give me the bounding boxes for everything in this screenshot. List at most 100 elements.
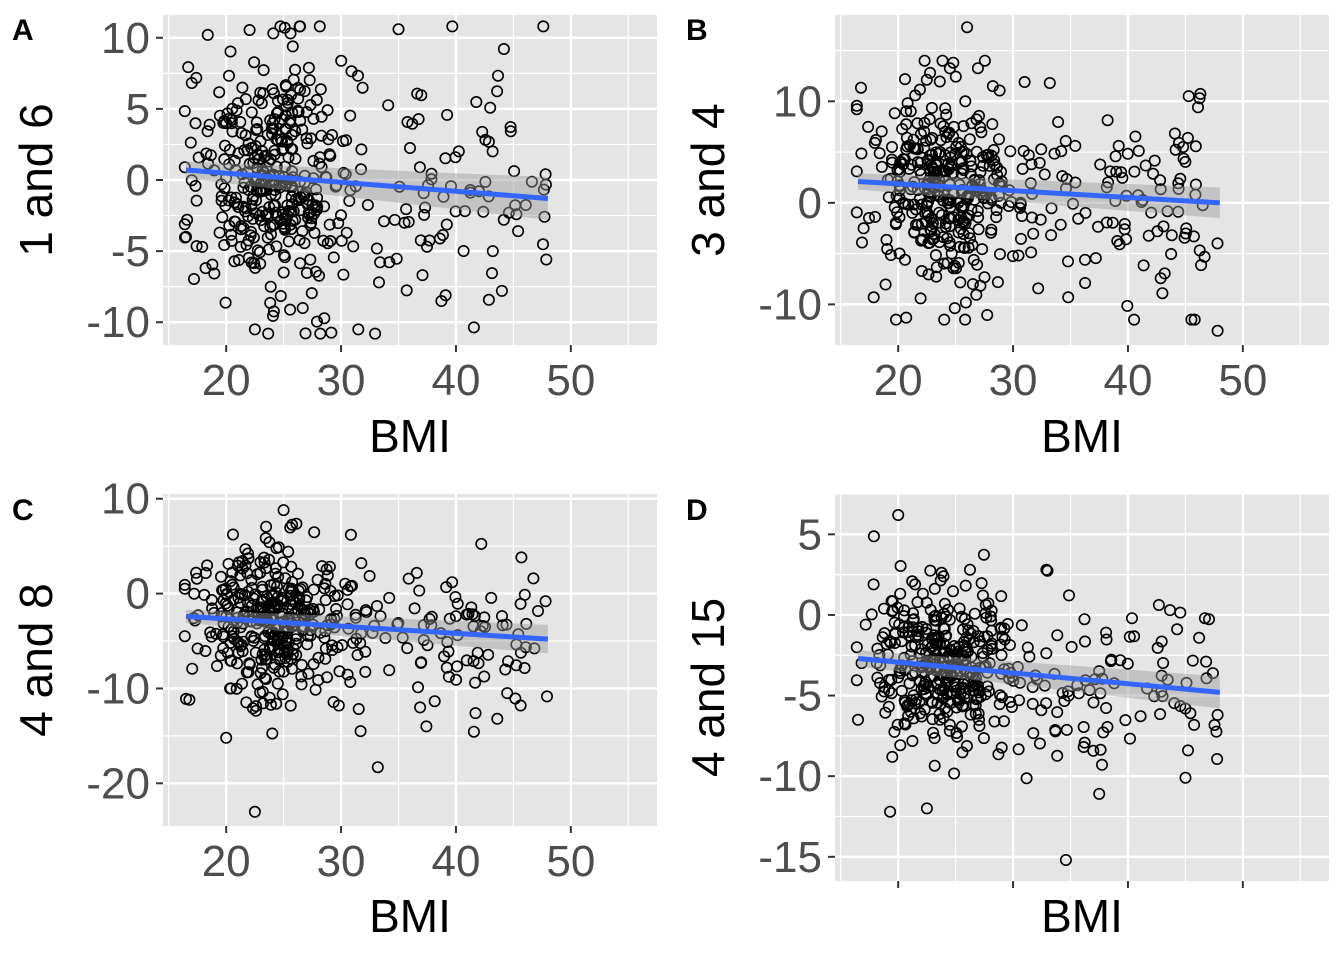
data-point (401, 642, 414, 655)
data-point (259, 532, 272, 545)
x-tick-label: 30 (317, 356, 366, 405)
data-point (972, 211, 985, 224)
data-point (904, 105, 917, 118)
data-point (360, 605, 373, 618)
data-point (235, 220, 248, 233)
data-point (930, 270, 943, 283)
data-point (457, 245, 470, 258)
data-point (323, 218, 336, 231)
data-point (290, 517, 303, 530)
data-point (973, 719, 986, 732)
data-point (1189, 178, 1202, 191)
data-point (491, 85, 504, 98)
data-point (415, 89, 428, 102)
data-point (275, 595, 288, 608)
data-point (491, 712, 504, 725)
data-point (1026, 697, 1039, 710)
data-point (924, 66, 937, 79)
data-point (943, 718, 956, 731)
data-point (1100, 626, 1113, 639)
data-point (345, 579, 358, 592)
data-point (279, 109, 292, 122)
data-point (1033, 737, 1046, 750)
data-point (889, 218, 902, 231)
data-point (944, 146, 957, 159)
data-point (1198, 250, 1211, 263)
data-point (1210, 725, 1223, 738)
data-point (1072, 212, 1085, 225)
data-point (414, 701, 427, 714)
data-point (918, 116, 931, 129)
data-point (469, 707, 482, 720)
data-point (928, 732, 941, 745)
data-point (947, 56, 960, 69)
data-point (882, 191, 895, 204)
data-point (925, 225, 938, 238)
y-axis-title: 4 and 15 (682, 598, 734, 777)
data-point (204, 626, 217, 639)
data-point (854, 81, 867, 94)
data-point (484, 101, 497, 114)
data-point (510, 208, 523, 221)
regression-line (185, 167, 549, 201)
data-point (1006, 250, 1019, 263)
data-point (277, 266, 290, 279)
data-point (284, 585, 297, 598)
data-point (305, 216, 318, 229)
data-point (518, 661, 531, 674)
data-point (341, 668, 354, 681)
data-point (268, 577, 281, 590)
data-point (1055, 145, 1068, 158)
data-point (514, 699, 527, 712)
data-point (915, 264, 928, 277)
data-point (977, 548, 990, 561)
data-point (482, 293, 495, 306)
data-point (321, 569, 334, 582)
data-point (1157, 656, 1170, 669)
data-point (1097, 726, 1110, 739)
data-point (855, 147, 868, 160)
data-point (311, 191, 324, 204)
data-point (1110, 165, 1123, 178)
y-tick-label: 0 (798, 179, 822, 228)
data-point (970, 145, 983, 158)
data-point (1079, 253, 1092, 266)
data-point (276, 217, 289, 230)
data-point (1187, 230, 1200, 243)
data-point (1100, 216, 1113, 229)
data-point (309, 683, 322, 696)
data-point (1023, 650, 1036, 663)
data-point (995, 175, 1008, 188)
data-point (909, 218, 922, 231)
data-point (467, 321, 480, 334)
data-point (428, 695, 441, 708)
data-point (966, 278, 979, 291)
data-point (502, 655, 515, 668)
data-point (893, 664, 906, 677)
data-point (1101, 114, 1114, 127)
data-point (1132, 144, 1145, 157)
data-point (382, 99, 395, 112)
data-point (408, 602, 421, 615)
data-point (258, 556, 271, 569)
data-point (1155, 635, 1168, 648)
data-point (321, 237, 334, 250)
data-point (878, 681, 891, 694)
y-axis-title: 3 and 4 (682, 103, 734, 256)
data-point (467, 725, 480, 738)
data-point (1015, 619, 1028, 632)
data-point (871, 642, 884, 655)
x-axis-title: BMI (1041, 410, 1123, 462)
data-point (919, 134, 932, 147)
data-point (496, 619, 509, 632)
data-point (873, 147, 886, 160)
data-point (300, 106, 313, 119)
data-point (1182, 90, 1195, 103)
data-point (1038, 168, 1051, 181)
data-point (279, 651, 292, 664)
data-point (241, 596, 254, 609)
data-point (975, 126, 988, 139)
data-point (893, 247, 906, 260)
data-point (1100, 181, 1113, 194)
data-point (995, 621, 1008, 634)
